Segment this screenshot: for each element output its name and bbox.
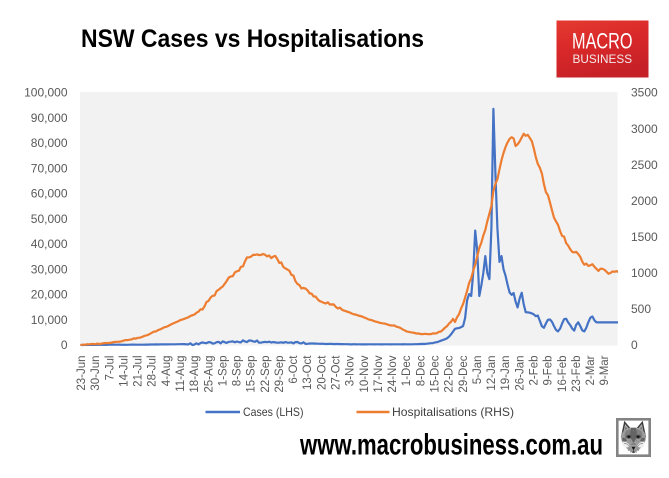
svg-text:0: 0 — [61, 338, 68, 352]
svg-text:13-Oct: 13-Oct — [302, 355, 314, 390]
svg-text:24-Nov: 24-Nov — [387, 355, 399, 392]
svg-text:7-Jul: 7-Jul — [104, 356, 116, 381]
svg-text:8-Sep: 8-Sep — [232, 356, 244, 387]
svg-text:20-Oct: 20-Oct — [316, 355, 328, 390]
svg-text:10-Nov: 10-Nov — [359, 355, 371, 392]
svg-text:20,000: 20,000 — [31, 288, 68, 302]
svg-text:100,000: 100,000 — [24, 86, 68, 100]
svg-text:27-Oct: 27-Oct — [331, 355, 343, 390]
svg-text:15-Dec: 15-Dec — [430, 355, 442, 392]
svg-text:www.macrobusiness.com.au: www.macrobusiness.com.au — [299, 429, 603, 462]
svg-text:28-Jul: 28-Jul — [147, 356, 159, 387]
svg-text:18-Aug: 18-Aug — [189, 356, 201, 393]
svg-text:9-Feb: 9-Feb — [543, 356, 555, 386]
svg-text:NSW Cases vs Hospitalisations: NSW Cases vs Hospitalisations — [81, 25, 424, 53]
svg-text:10,000: 10,000 — [31, 313, 68, 327]
svg-text:1500: 1500 — [631, 230, 658, 244]
svg-text:8-Dec: 8-Dec — [415, 355, 427, 386]
svg-text:2500: 2500 — [631, 158, 658, 172]
svg-text:30-Jun: 30-Jun — [90, 356, 102, 391]
svg-text:50,000: 50,000 — [31, 212, 68, 226]
svg-text:1000: 1000 — [631, 266, 658, 280]
svg-text:1-Sep: 1-Sep — [217, 356, 229, 387]
svg-text:14-Jul: 14-Jul — [118, 356, 130, 387]
svg-text:4-Aug: 4-Aug — [161, 356, 173, 387]
svg-text:23-Feb: 23-Feb — [571, 356, 583, 392]
svg-text:22-Sep: 22-Sep — [260, 356, 272, 393]
svg-text:3-Nov: 3-Nov — [345, 355, 357, 386]
svg-text:BUSINESS: BUSINESS — [573, 52, 633, 66]
svg-text:23-Jun: 23-Jun — [76, 356, 88, 391]
svg-text:25-Aug: 25-Aug — [203, 356, 215, 393]
svg-text:12-Jan: 12-Jan — [486, 356, 498, 391]
svg-text:6-Oct: 6-Oct — [288, 355, 300, 384]
svg-text:0: 0 — [631, 338, 638, 352]
svg-text:40,000: 40,000 — [31, 237, 68, 251]
svg-text:2000: 2000 — [631, 194, 658, 208]
svg-text:17-Nov: 17-Nov — [373, 355, 385, 392]
svg-text:30,000: 30,000 — [31, 262, 68, 276]
svg-text:90,000: 90,000 — [31, 111, 68, 125]
svg-text:16-Feb: 16-Feb — [557, 356, 569, 392]
svg-text:80,000: 80,000 — [31, 136, 68, 150]
svg-text:19-Jan: 19-Jan — [500, 356, 512, 391]
svg-text:15-Sep: 15-Sep — [246, 356, 258, 393]
svg-text:26-Jan: 26-Jan — [514, 356, 526, 391]
svg-text:MACRO: MACRO — [572, 28, 633, 53]
svg-text:5-Jan: 5-Jan — [472, 356, 484, 385]
svg-text:3500: 3500 — [631, 86, 658, 100]
svg-text:29-Dec: 29-Dec — [458, 355, 470, 392]
svg-text:70,000: 70,000 — [31, 161, 68, 175]
svg-text:Cases (LHS): Cases (LHS) — [243, 405, 304, 419]
svg-text:500: 500 — [631, 302, 651, 316]
svg-text:21-Jul: 21-Jul — [133, 356, 145, 387]
svg-text:11-Aug: 11-Aug — [175, 356, 187, 392]
svg-text:2-Mar: 2-Mar — [585, 355, 597, 385]
svg-text:1-Dec: 1-Dec — [401, 355, 413, 386]
svg-text:2-Feb: 2-Feb — [529, 356, 541, 386]
svg-text:Hospitalisations (RHS): Hospitalisations (RHS) — [392, 405, 514, 419]
svg-text:3000: 3000 — [631, 122, 658, 136]
svg-text:9-Mar: 9-Mar — [599, 355, 611, 385]
svg-text:29-Sep: 29-Sep — [274, 356, 286, 393]
svg-text:22-Dec: 22-Dec — [444, 355, 456, 392]
svg-text:60,000: 60,000 — [31, 187, 68, 201]
